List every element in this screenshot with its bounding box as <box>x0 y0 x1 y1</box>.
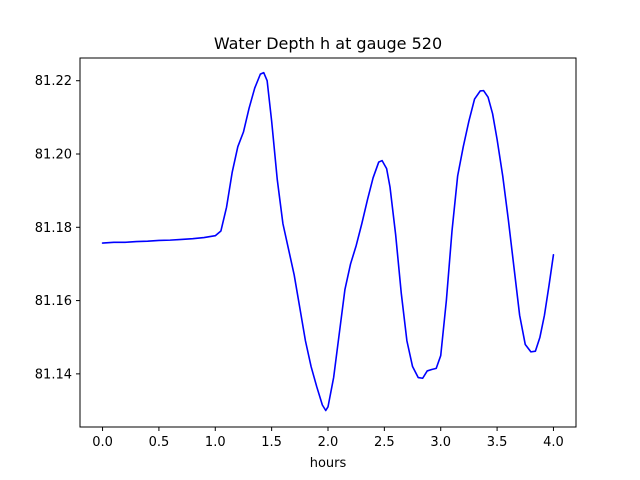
y-tick-label: 81.18 <box>35 221 72 236</box>
x-tick-label: 1.0 <box>205 435 226 450</box>
x-axis-label: hours <box>310 456 347 471</box>
x-axis-ticks: 0.0 0.5 1.0 1.5 2.0 2.5 3.0 3.5 4.0 <box>92 427 564 450</box>
y-tick-label: 81.14 <box>35 367 72 382</box>
x-tick-label: 3.5 <box>487 435 508 450</box>
x-tick-label: 0.0 <box>92 435 113 450</box>
series-line <box>101 71 555 412</box>
x-tick-label: 2.5 <box>374 435 395 450</box>
y-tick-label: 81.22 <box>35 74 72 89</box>
x-tick-label: 4.0 <box>543 435 564 450</box>
y-axis-ticks: 81.14 81.16 81.18 81.20 81.22 <box>35 74 80 382</box>
y-tick-label: 81.16 <box>35 294 72 309</box>
y-tick-label: 81.20 <box>35 148 72 163</box>
x-tick-label: 0.5 <box>149 435 170 450</box>
plot-area <box>101 71 555 412</box>
x-tick-label: 1.5 <box>261 435 282 450</box>
chart-title: Water Depth h at gauge 520 <box>214 34 442 53</box>
x-tick-label: 3.0 <box>430 435 451 450</box>
x-tick-label: 2.0 <box>318 435 339 450</box>
